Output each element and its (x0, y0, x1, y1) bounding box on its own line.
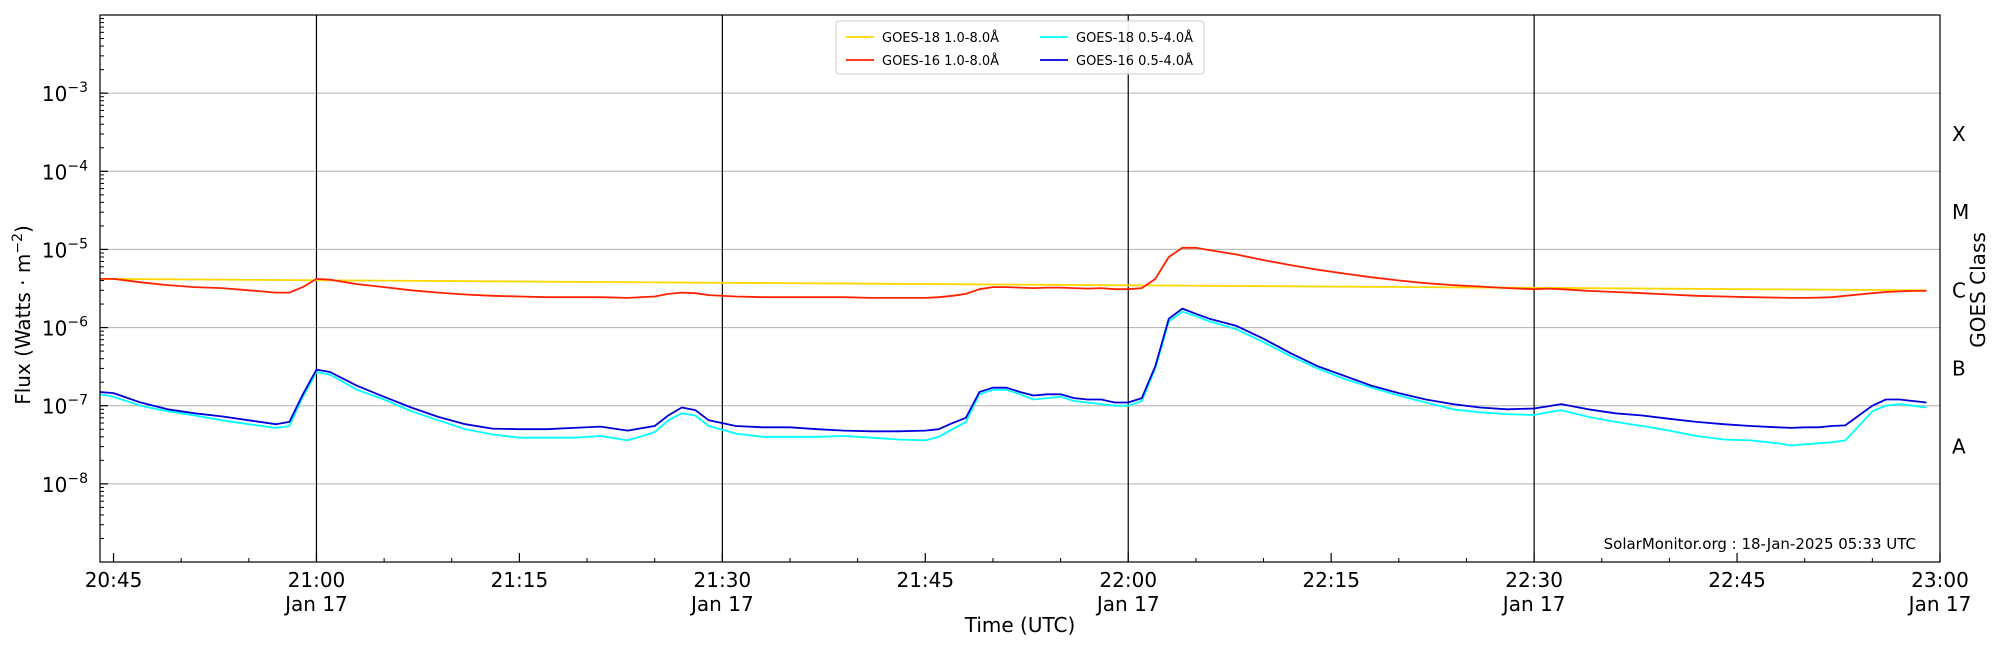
x-tick-label: 22:15 (1302, 568, 1360, 592)
legend: GOES-18 1.0-8.0Å GOES-16 1.0-8.0Å GOES-18 … (835, 20, 1205, 75)
x-tick-date-label: Jan 17 (689, 592, 754, 616)
series-line-3 (99, 307, 1927, 433)
goes-class-x: X (1952, 122, 1966, 146)
x-tick-date-label: Jan 17 (1095, 592, 1160, 616)
x-tick-label: 23:00 (1911, 568, 1969, 592)
goes-class-labels: A B C M X (1952, 122, 1969, 459)
goes-class-m: M (1952, 200, 1969, 224)
goes-class-c: C (1952, 278, 1966, 302)
goes-class-axis-label: GOES Class (1966, 232, 1990, 348)
y-axis-label: Flux (Watts · m−2) (10, 225, 35, 405)
y-tick-label: 10−6 (42, 315, 88, 341)
legend-label: GOES-16 1.0-8.0Å (882, 53, 999, 69)
y-axis-label-main: Flux (Watts · m (11, 254, 35, 405)
y-tick-label: 10−3 (42, 80, 88, 106)
x-tick-date-label: Jan 17 (283, 592, 348, 616)
series-line-1 (99, 310, 1927, 447)
x-tick-label: 20:45 (85, 568, 143, 592)
y-tick-label: 10−5 (42, 236, 88, 262)
series-lines (99, 246, 1927, 447)
x-tick-date-label: Jan 17 (1501, 592, 1566, 616)
x-tick-date-label: Jan 17 (1907, 592, 1972, 616)
y-axis-label-end: ) (11, 225, 35, 233)
y-tick-label: 10−4 (42, 158, 88, 184)
y-tick-label: 10−7 (42, 393, 88, 419)
series-line-2 (100, 246, 1927, 299)
goes-class-b: B (1952, 356, 1966, 380)
x-tick-label: 21:15 (491, 568, 549, 592)
x-tick-label: 22:30 (1505, 568, 1563, 592)
footer-credit: SolarMonitor.org : 18-Jan-2025 05:33 UTC (1604, 535, 1916, 553)
x-axis-label: Time (UTC) (964, 613, 1076, 637)
legend-label: GOES-16 0.5-4.0Å (1076, 53, 1193, 69)
legend-items: GOES-18 1.0-8.0Å GOES-16 1.0-8.0Å GOES-18 … (846, 30, 1193, 69)
plot-frame (99, 14, 1941, 563)
legend-label: GOES-18 1.0-8.0Å (882, 30, 999, 46)
x-tick-label: 22:00 (1099, 568, 1157, 592)
x-tick-label: 21:45 (896, 568, 954, 592)
legend-box (835, 20, 1205, 75)
y-axis-label-sup: −2 (10, 233, 26, 254)
legend-label: GOES-18 0.5-4.0Å (1076, 30, 1193, 46)
y-axis-ticks: 10−8 10−7 10−6 10−5 10−4 10−3 (42, 18, 108, 539)
series-line-0 (99, 278, 1927, 292)
x-tick-label: 21:30 (694, 568, 752, 592)
x-tick-label: 21:00 (288, 568, 346, 592)
x-tick-label: 22:45 (1708, 568, 1766, 592)
goes-class-a: A (1952, 435, 1966, 459)
y-tick-label: 10−8 (42, 471, 88, 497)
